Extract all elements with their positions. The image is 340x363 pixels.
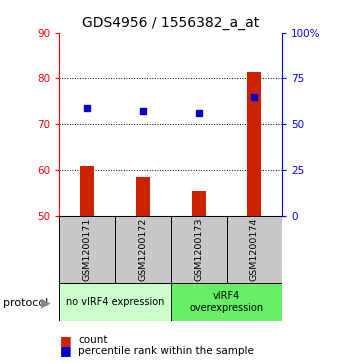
Text: ■: ■	[59, 334, 71, 347]
Text: vIRF4
overexpression: vIRF4 overexpression	[189, 291, 264, 313]
Text: GSM1200174: GSM1200174	[250, 218, 259, 281]
Text: protocol: protocol	[3, 298, 49, 308]
Bar	[226, 216, 282, 283]
Bar	[59, 283, 171, 321]
Text: ■: ■	[59, 344, 71, 358]
Text: count: count	[78, 335, 108, 345]
Bar	[192, 191, 206, 216]
Text: ▶: ▶	[41, 297, 51, 310]
Bar	[80, 166, 94, 216]
Text: GSM1200173: GSM1200173	[194, 218, 203, 281]
Bar	[136, 177, 150, 216]
Text: GSM1200172: GSM1200172	[138, 218, 148, 281]
Text: percentile rank within the sample: percentile rank within the sample	[78, 346, 254, 356]
Bar	[171, 283, 282, 321]
Bar	[171, 216, 226, 283]
Bar	[115, 216, 171, 283]
Text: GSM1200171: GSM1200171	[83, 218, 92, 281]
Bar	[248, 72, 261, 216]
Title: GDS4956 / 1556382_a_at: GDS4956 / 1556382_a_at	[82, 16, 259, 30]
Text: no vIRF4 expression: no vIRF4 expression	[66, 297, 164, 307]
Bar	[59, 216, 115, 283]
